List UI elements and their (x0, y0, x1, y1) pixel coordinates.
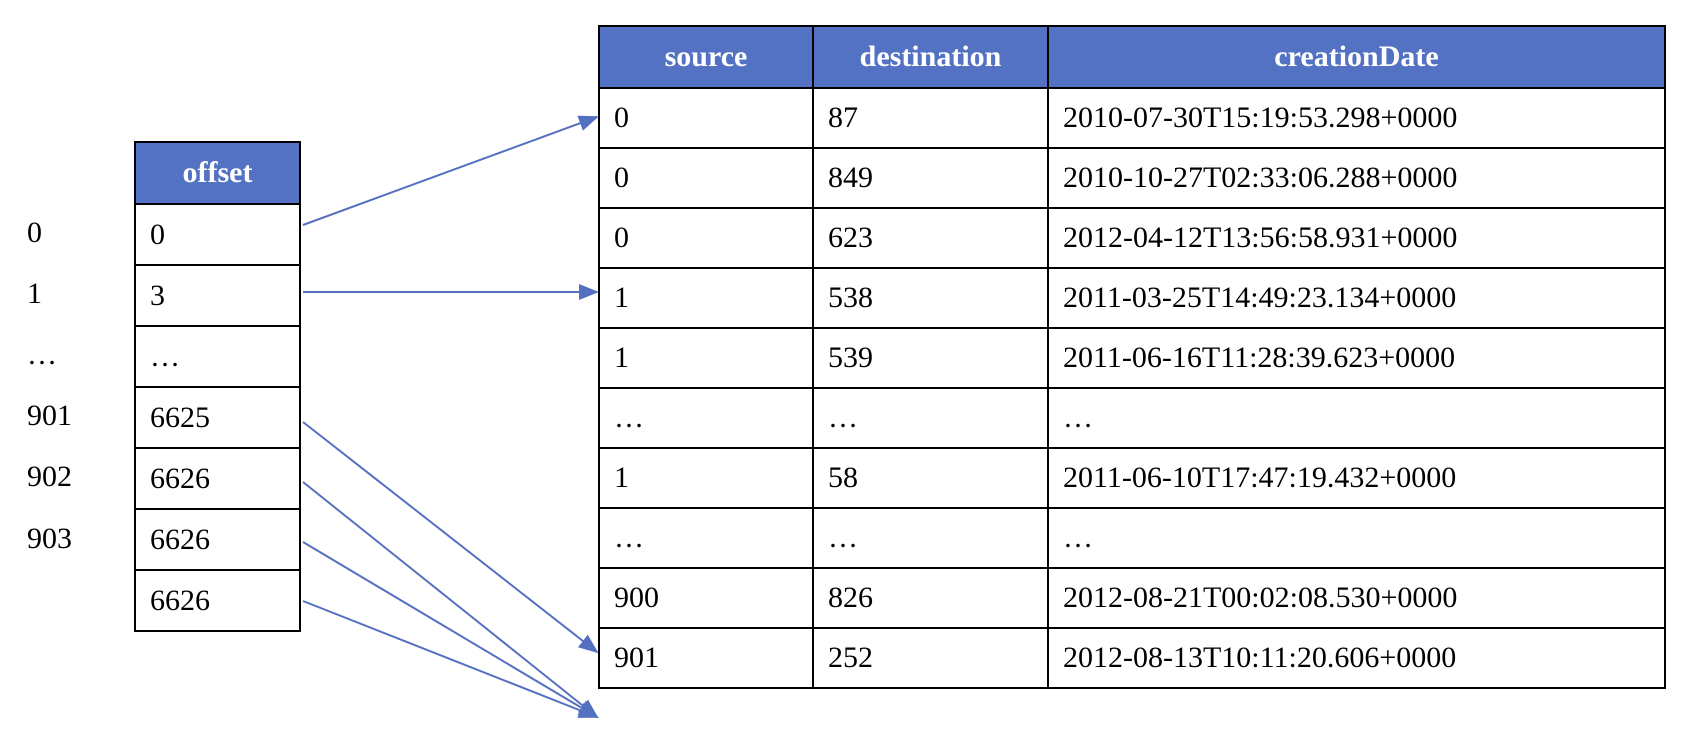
index-label: 0 (27, 216, 42, 249)
table-row: 0 849 2010-10-27T02:33:06.288+0000 (598, 147, 1666, 209)
offset-cell: 0 (134, 203, 301, 266)
index-label: 901 (27, 399, 72, 432)
offset-row: 3 (134, 264, 301, 327)
index-label: 903 (27, 522, 72, 555)
table-cell: 58 (812, 447, 1049, 509)
table-cell: 826 (812, 567, 1049, 629)
table-cell: 2010-07-30T15:19:53.298+0000 (1047, 87, 1666, 149)
table-cell: 0 (598, 87, 814, 149)
table-row: 900 826 2012-08-21T00:02:08.530+0000 (598, 567, 1666, 629)
offset-cell: 6625 (134, 386, 301, 449)
index-label: … (27, 338, 57, 371)
offset-row: 6626 (134, 569, 301, 632)
table-cell: 0 (598, 207, 814, 269)
table-row: ……… (598, 387, 1666, 449)
column-header-creationDate: creationDate (1047, 25, 1666, 89)
table-cell: 623 (812, 207, 1049, 269)
table-cell: 1 (598, 267, 814, 329)
offset-row: 6626 (134, 447, 301, 510)
table-cell: 2012-04-12T13:56:58.931+0000 (1047, 207, 1666, 269)
table-cell: 0 (598, 147, 814, 209)
table-row: 1 539 2011-06-16T11:28:39.623+0000 (598, 327, 1666, 389)
index-label: 902 (27, 460, 72, 493)
table-row: 0 87 2010-07-30T15:19:53.298+0000 (598, 87, 1666, 149)
offset-cell: 3 (134, 264, 301, 327)
table-cell: 2011-03-25T14:49:23.134+0000 (1047, 267, 1666, 329)
column-header-destination: destination (812, 25, 1049, 89)
offset-cell: 6626 (134, 508, 301, 571)
offset-table: offset 0 3… 6625 6626 6626 6626 (134, 141, 301, 632)
table-cell: 2011-06-16T11:28:39.623+0000 (1047, 327, 1666, 389)
table-cell: 901 (598, 627, 814, 689)
column-header-source: source (598, 25, 814, 89)
index-label: 1 (27, 277, 42, 310)
table-cell: 252 (812, 627, 1049, 689)
pointer-arrow (302, 541, 599, 719)
offset-row: … (134, 325, 301, 388)
table-cell: … (812, 507, 1049, 569)
table-cell: … (1047, 507, 1666, 569)
table-row: 1 538 2011-03-25T14:49:23.134+0000 (598, 267, 1666, 329)
table-row: ……… (598, 507, 1666, 569)
offset-cell: 6626 (134, 569, 301, 632)
table-cell: 539 (812, 327, 1049, 389)
table-cell: … (598, 387, 814, 449)
pointer-arrow (302, 115, 599, 226)
table-cell: … (1047, 387, 1666, 449)
table-cell: … (812, 387, 1049, 449)
table-cell: 538 (812, 267, 1049, 329)
offset-header: offset (134, 141, 301, 205)
table-cell: 2010-10-27T02:33:06.288+0000 (1047, 147, 1666, 209)
edge-table: source destination creationDate 0 87 2010-07… (598, 25, 1666, 689)
table-cell: 2012-08-21T00:02:08.530+0000 (1047, 567, 1666, 629)
pointer-arrow (302, 600, 599, 718)
table-row: 0 623 2012-04-12T13:56:58.931+0000 (598, 207, 1666, 269)
table-cell: 2012-08-13T10:11:20.606+0000 (1047, 627, 1666, 689)
table-cell: 1 (598, 327, 814, 389)
table-cell: 900 (598, 567, 814, 629)
pointer-arrow (302, 421, 599, 654)
table-cell: 2011-06-10T17:47:19.432+0000 (1047, 447, 1666, 509)
pointer-arrow (302, 481, 599, 719)
table-cell: 1 (598, 447, 814, 509)
offset-row: 6626 (134, 508, 301, 571)
offset-row: 6625 (134, 386, 301, 449)
offset-cell: … (134, 325, 301, 388)
table-cell: … (598, 507, 814, 569)
offset-cell: 6626 (134, 447, 301, 510)
table-row: 1 58 2011-06-10T17:47:19.432+0000 (598, 447, 1666, 509)
table-cell: 849 (812, 147, 1049, 209)
offset-row: 0 (134, 203, 301, 266)
table-cell: 87 (812, 87, 1049, 149)
table-row: 901 252 2012-08-13T10:11:20.606+0000 (598, 627, 1666, 689)
